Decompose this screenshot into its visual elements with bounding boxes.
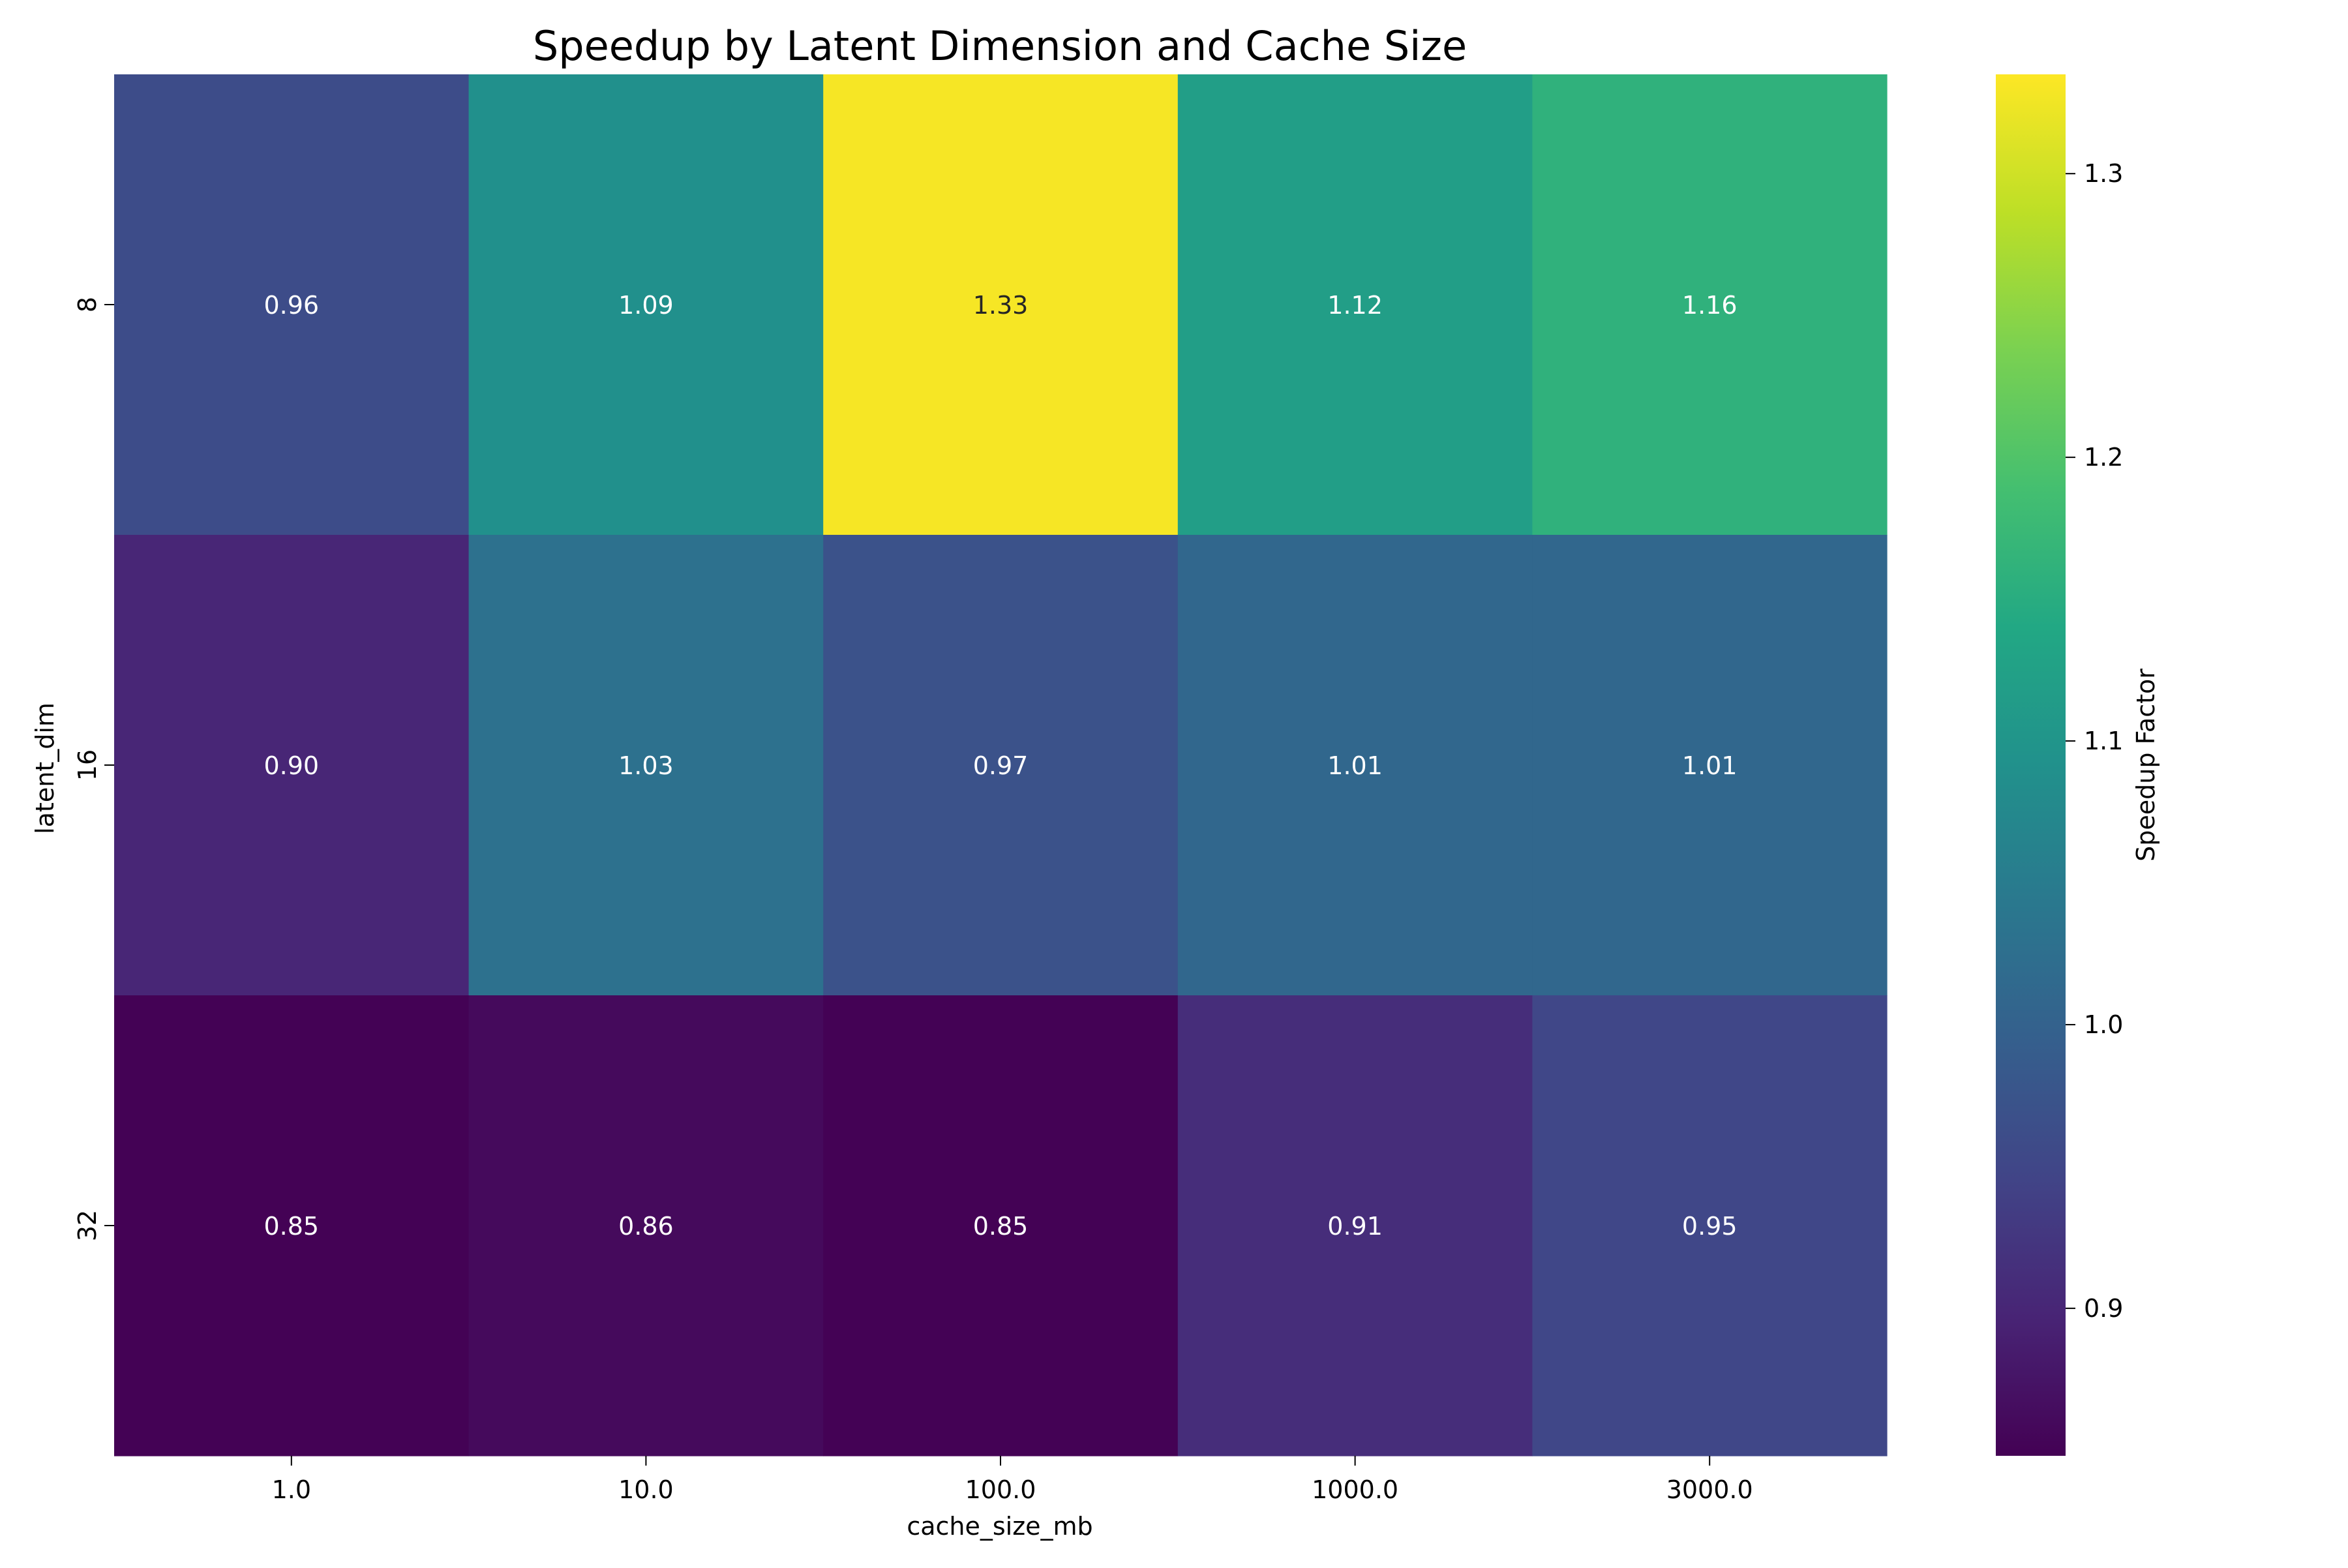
colorbar-tick-label: 1.3 xyxy=(2084,159,2123,188)
heatmap-cell xyxy=(1532,995,1888,1456)
x-tick-label: 3000.0 xyxy=(1666,1475,1753,1504)
x-tick-label: 100.0 xyxy=(965,1475,1036,1504)
colorbar-tick-label: 1.1 xyxy=(2084,727,2123,755)
heatmap-cell-labels: 0.96 1.09 1.33 1.12 1.16 0.90 1.03 0.97 1.01 1.01… xyxy=(263,291,1737,1241)
cell-value-label: 0.86 xyxy=(618,1212,674,1241)
colorbar-tick-label: 0.9 xyxy=(2084,1294,2123,1323)
heatmap-cell xyxy=(1532,535,1888,996)
cell-value-label: 1.16 xyxy=(1682,291,1738,320)
heatmap-cell xyxy=(114,995,470,1456)
x-axis: 1.0 10.0 100.0 1000.0 3000.0 xyxy=(272,1456,1753,1504)
colorbar-label: Speedup Factor xyxy=(2131,669,2160,862)
cell-value-label: 1.01 xyxy=(1327,751,1383,780)
chart-title: Speedup by Latent Dimension and Cache Si… xyxy=(533,22,1467,70)
heatmap-cell xyxy=(114,535,470,996)
cell-value-label: 0.97 xyxy=(973,751,1029,780)
y-tick-label: 16 xyxy=(73,749,102,781)
cell-value-label: 0.96 xyxy=(263,291,319,320)
heatmap-cell xyxy=(823,995,1179,1456)
heatmap-cell xyxy=(468,995,824,1456)
y-axis: 8 16 32 xyxy=(73,297,114,1241)
heatmap-cells xyxy=(114,74,1888,1456)
x-tick-label: 1000.0 xyxy=(1312,1475,1398,1504)
cell-value-label: 0.95 xyxy=(1682,1212,1738,1241)
heatmap-cell xyxy=(114,74,470,535)
x-axis-label: cache_size_mb xyxy=(907,1512,1092,1541)
cell-value-label: 1.12 xyxy=(1327,291,1383,320)
cell-value-label: 1.01 xyxy=(1682,751,1738,780)
heatmap-cell xyxy=(468,535,824,996)
cell-value-label: 1.03 xyxy=(618,751,674,780)
heatmap-cell xyxy=(1177,995,1533,1456)
colorbar-axis: 0.9 1.0 1.1 1.2 1.3 xyxy=(2066,159,2123,1323)
y-axis-label: latent_dim xyxy=(31,702,59,834)
cell-value-label: 0.85 xyxy=(263,1212,319,1241)
heatmap-cell xyxy=(1532,74,1888,535)
heatmap-cell xyxy=(1177,535,1533,996)
cell-value-label: 0.90 xyxy=(263,751,319,780)
colorbar-tick-label: 1.0 xyxy=(2084,1010,2123,1039)
x-tick-label: 1.0 xyxy=(272,1475,311,1504)
cell-value-label: 1.33 xyxy=(973,291,1029,320)
cell-value-label: 0.85 xyxy=(973,1212,1029,1241)
cell-value-label: 1.09 xyxy=(618,291,674,320)
colorbar-tick-label: 1.2 xyxy=(2084,443,2123,472)
heatmap-cell xyxy=(1177,74,1533,535)
cell-value-label: 0.91 xyxy=(1327,1212,1383,1241)
y-tick-label: 32 xyxy=(73,1210,102,1241)
colorbar xyxy=(1996,74,2066,1456)
heatmap-cell xyxy=(823,535,1179,996)
heatmap-cell xyxy=(823,74,1179,535)
y-tick-label: 8 xyxy=(73,297,102,312)
x-tick-label: 10.0 xyxy=(618,1475,674,1504)
heatmap-cell xyxy=(468,74,824,535)
